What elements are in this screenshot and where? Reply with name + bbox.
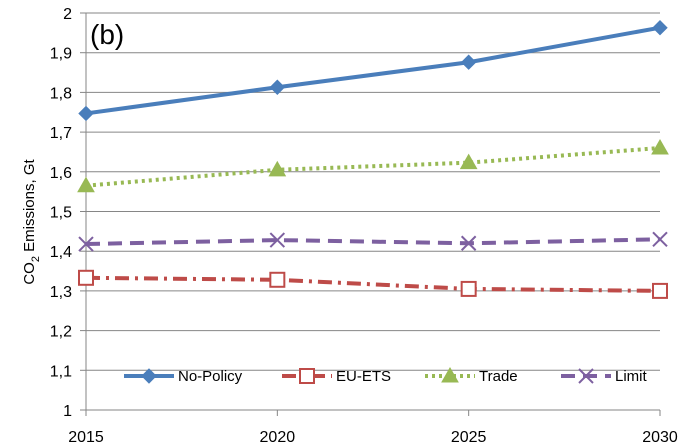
series-markers (77, 19, 669, 299)
series-line-trade (85, 145, 661, 188)
data-point-trade (459, 153, 478, 170)
legend-marker-eu-ets (299, 368, 315, 384)
y-tick-label: 1,7 (50, 125, 72, 142)
x-tick-labels: 2015 2020 2025 2030 (68, 429, 678, 444)
x-tick-label: 2020 (260, 429, 296, 444)
y-tick-label: 1,5 (50, 205, 72, 222)
y-axis-title-suffix: Emissions, Gt (21, 159, 38, 257)
grid-lines (86, 12, 660, 371)
data-point-no-policy (269, 79, 286, 95)
legend-marker-no-policy (141, 368, 157, 384)
x-tick-label: 2025 (451, 429, 487, 444)
data-point-limit (652, 231, 668, 247)
data-point-trade (77, 176, 95, 193)
data-point-eu-ets (460, 280, 477, 297)
data-point-eu-ets (652, 282, 668, 299)
data-point-limit (460, 235, 477, 251)
data-point-no-policy (78, 105, 94, 122)
data-point-trade (651, 138, 669, 155)
y-tick-label: 1,2 (50, 324, 72, 341)
legend-marker-trade (441, 366, 459, 383)
series-lines (85, 25, 661, 293)
legend: No-Policy EU-ETS Trade Limit (124, 366, 648, 385)
y-tick-label: 1,4 (50, 244, 72, 261)
y-axis-title: CO2 Emissions, Gt (21, 159, 42, 285)
legend-label-no-policy: No-Policy (178, 368, 243, 385)
data-point-trade (268, 160, 287, 177)
legend-label-limit: Limit (615, 368, 648, 385)
y-tick-labels: 1 1,1 1,2 1,3 1,4 1,5 1,6 1,7 1,8 1,9 2 (50, 6, 72, 420)
data-point-limit (78, 236, 94, 252)
legend-label-eu-ets: EU-ETS (336, 368, 391, 385)
data-point-no-policy (460, 54, 477, 70)
legend-label-trade: Trade (479, 368, 518, 385)
x-tick-label: 2030 (642, 429, 678, 444)
y-tick-label: 1 (63, 403, 72, 420)
data-point-no-policy (652, 19, 668, 36)
y-tick-label: 1,9 (50, 46, 72, 63)
series-line-eu-ets (85, 275, 661, 293)
y-axis-title-subscript: 2 (30, 256, 42, 262)
y-tick-label: 1,1 (50, 363, 72, 380)
data-point-eu-ets (269, 271, 286, 288)
data-point-eu-ets (78, 269, 94, 286)
axes (80, 12, 661, 416)
series-line-limit (85, 237, 661, 247)
panel-label: (b) (90, 19, 124, 50)
y-axis-title-prefix: CO (21, 262, 38, 285)
legend-marker-limit (578, 368, 594, 384)
y-tick-label: 1,8 (50, 85, 72, 102)
y-tick-label: 1,6 (50, 165, 72, 182)
data-point-limit (269, 232, 286, 248)
y-tick-label: 1,3 (50, 284, 72, 301)
series-line-no-policy (85, 25, 661, 116)
y-tick-label: 2 (63, 6, 72, 23)
x-tick-label: 2015 (68, 429, 104, 444)
